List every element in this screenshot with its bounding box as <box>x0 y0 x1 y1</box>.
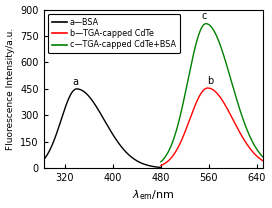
Text: b: b <box>207 76 213 86</box>
X-axis label: $\lambda_{\mathrm{em}}$/nm: $\lambda_{\mathrm{em}}$/nm <box>132 189 175 202</box>
Legend: a—BSA, b—TGA-capped CdTe, c—TGA-capped CdTe+BSA: a—BSA, b—TGA-capped CdTe, c—TGA-capped C… <box>48 14 180 53</box>
Y-axis label: Fluorescence Intensity/a.u.: Fluorescence Intensity/a.u. <box>5 28 15 150</box>
Text: c: c <box>202 11 207 21</box>
Text: a: a <box>72 77 78 87</box>
